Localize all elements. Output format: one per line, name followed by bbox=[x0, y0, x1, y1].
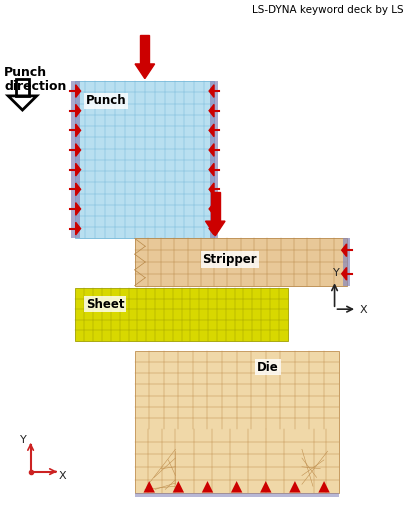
Polygon shape bbox=[342, 244, 347, 257]
Polygon shape bbox=[76, 104, 80, 117]
Bar bbox=[140, 35, 149, 64]
Polygon shape bbox=[173, 481, 184, 493]
Polygon shape bbox=[209, 104, 214, 117]
Polygon shape bbox=[209, 183, 214, 195]
Bar bbox=[75, 81, 214, 238]
Polygon shape bbox=[76, 222, 80, 235]
Text: Punch
direction: Punch direction bbox=[4, 66, 67, 93]
Polygon shape bbox=[76, 183, 80, 195]
Bar bbox=[71, 81, 80, 238]
Polygon shape bbox=[318, 481, 330, 493]
Polygon shape bbox=[209, 144, 214, 156]
Bar bbox=[135, 493, 339, 497]
Polygon shape bbox=[231, 481, 242, 493]
Bar bbox=[211, 192, 220, 221]
Text: X: X bbox=[360, 305, 368, 315]
Bar bbox=[135, 238, 347, 286]
Text: Punch: Punch bbox=[86, 94, 126, 107]
Text: Y: Y bbox=[20, 435, 27, 445]
Bar bbox=[75, 288, 288, 341]
Bar bbox=[135, 351, 339, 493]
Polygon shape bbox=[209, 203, 214, 215]
Bar bbox=[210, 81, 218, 238]
Polygon shape bbox=[209, 124, 214, 137]
Text: Y: Y bbox=[333, 268, 339, 278]
Text: X: X bbox=[59, 472, 67, 482]
Text: LS-DYNA keyword deck by LS: LS-DYNA keyword deck by LS bbox=[252, 5, 404, 15]
Polygon shape bbox=[342, 267, 347, 280]
Bar bbox=[343, 238, 350, 286]
Polygon shape bbox=[76, 163, 80, 176]
Polygon shape bbox=[144, 481, 155, 493]
Polygon shape bbox=[76, 85, 80, 97]
Polygon shape bbox=[289, 481, 301, 493]
Text: Sheet: Sheet bbox=[86, 298, 124, 311]
Text: Stripper: Stripper bbox=[202, 253, 257, 266]
Polygon shape bbox=[76, 203, 80, 215]
Text: Die: Die bbox=[257, 361, 279, 374]
Polygon shape bbox=[135, 64, 155, 79]
Polygon shape bbox=[209, 163, 214, 176]
Polygon shape bbox=[206, 221, 225, 236]
Polygon shape bbox=[209, 85, 214, 97]
Polygon shape bbox=[209, 222, 214, 235]
Polygon shape bbox=[202, 481, 213, 493]
Polygon shape bbox=[260, 481, 271, 493]
Polygon shape bbox=[76, 124, 80, 137]
Polygon shape bbox=[76, 144, 80, 156]
